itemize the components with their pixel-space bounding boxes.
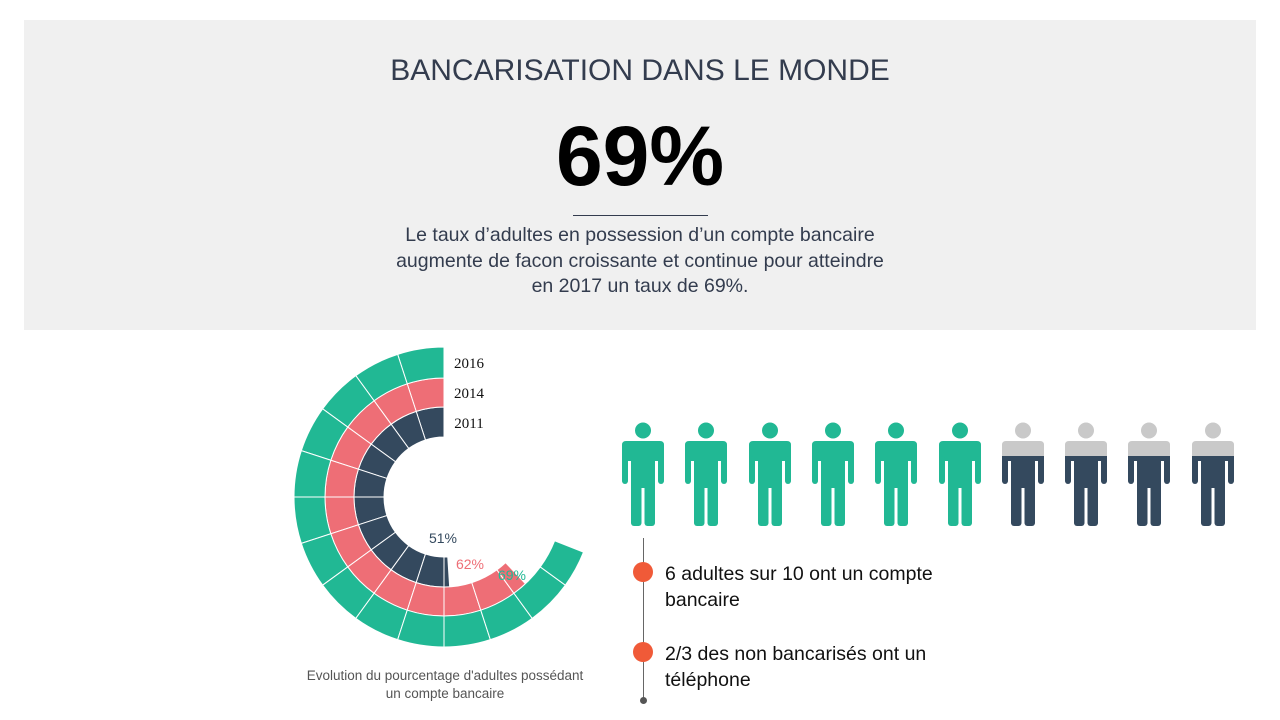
person-icon-with-account <box>622 422 664 526</box>
data-label: 69% <box>498 567 526 583</box>
person-icon-without-account <box>1191 422 1234 526</box>
people-pictogram-row <box>622 422 1242 528</box>
series-year-label: 2014 <box>454 386 485 402</box>
person-icon-with-account <box>811 422 854 526</box>
series-year-label: 2011 <box>454 416 483 432</box>
chart-caption: Evolution du pourcentage d'adultes possé… <box>306 668 584 701</box>
timeline-item-1: 6 adultes sur 10 ont un compte bancaire <box>665 563 933 611</box>
person-icon-with-account <box>748 422 791 526</box>
data-label: 62% <box>456 556 484 572</box>
data-label: 51% <box>429 530 457 546</box>
header-description: Le taux d’adultes en possession d’un com… <box>396 224 884 297</box>
series-2014 <box>324 377 527 617</box>
timeline-dot-2 <box>633 642 653 662</box>
person-icon-with-account <box>875 422 918 526</box>
series-year-label: 2016 <box>454 356 485 372</box>
person-icon-without-account <box>1065 422 1108 526</box>
headline-percentage: 69% <box>555 109 725 203</box>
person-icon-without-account <box>1001 422 1044 526</box>
person-icon-with-account <box>685 422 728 526</box>
person-icon-without-account <box>1128 422 1171 526</box>
person-icon-with-account <box>938 422 981 526</box>
page-title: BANCARISATION DANS LE MONDE <box>390 54 890 87</box>
timeline-end-dot <box>640 697 647 704</box>
timeline-line <box>643 538 644 702</box>
series-2016 <box>293 346 585 648</box>
header-panel <box>24 20 1256 330</box>
bar-segment-2011 <box>443 556 451 588</box>
title-divider <box>573 215 708 216</box>
timeline-dot-1 <box>633 562 653 582</box>
bar-segment-2016 <box>539 540 585 586</box>
timeline-item-2: 2/3 des non bancarisés ont un téléphone <box>665 643 927 691</box>
